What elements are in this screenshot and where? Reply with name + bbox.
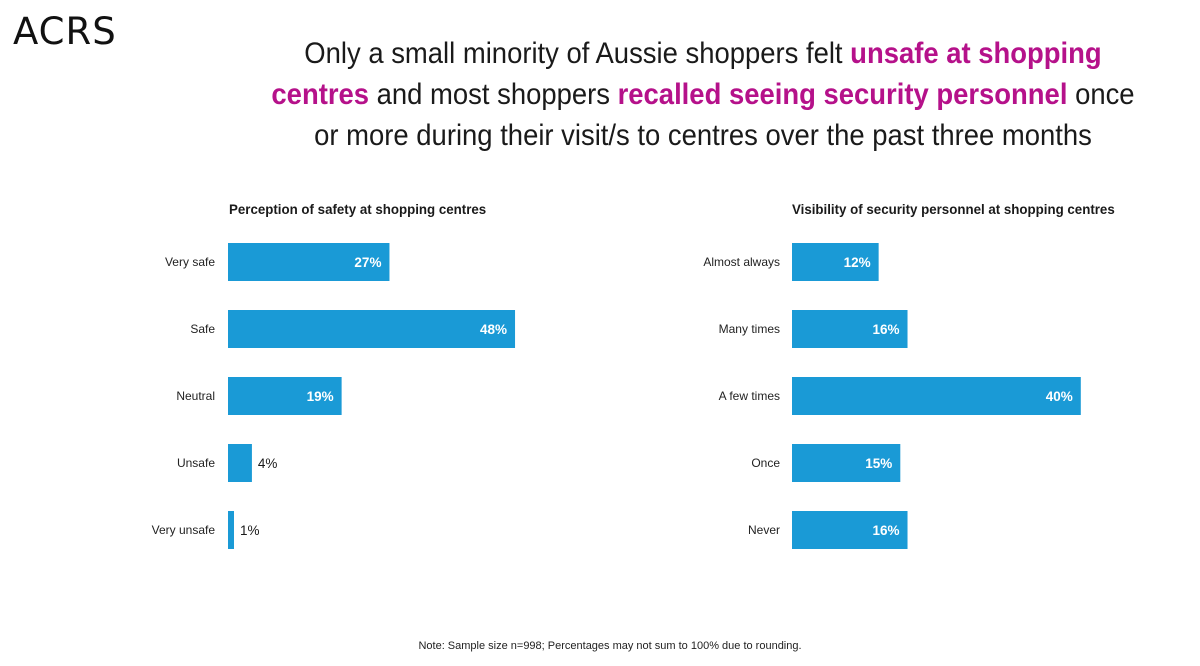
safety-value-label-unsafe: 4%	[258, 456, 278, 471]
visibility-category-label-almost-always: Almost always	[703, 255, 780, 269]
safety-value-label-neutral: 19%	[307, 389, 334, 404]
safety-bar-safe	[228, 310, 516, 348]
headline-highlight-security: recalled seeing security personnel	[617, 78, 1068, 111]
safety-category-label-safe: Safe	[190, 322, 215, 336]
safety-bar-unsafe	[228, 444, 252, 482]
safety-chart: Very safe 27% Safe 48% Neutral 19% Unsafe 4% Ver…	[152, 243, 516, 549]
headline-text-1: Only a small minority of Aussie shoppers…	[304, 37, 851, 70]
visibility-bar-never	[792, 511, 908, 549]
visibility-category-label-a-few-times: A few times	[719, 389, 780, 403]
headline: Only a small minority of Aussie shoppers…	[256, 33, 1151, 156]
visibility-bar-a-few-times	[792, 377, 1081, 415]
visibility-category-label-never: Never	[748, 523, 780, 537]
visibility-chart: Almost always 12% Many times 16% A few times…	[703, 243, 1081, 549]
safety-category-label-unsafe: Unsafe	[177, 456, 215, 470]
visibility-category-label-many-times: Many times	[719, 322, 780, 336]
acrs-logo: ACRS	[13, 10, 117, 53]
safety-value-label-very-unsafe: 1%	[240, 523, 260, 538]
visibility-category-label-once: Once	[751, 456, 780, 470]
visibility-bar-many-times	[792, 310, 908, 348]
safety-category-label-very-safe: Very safe	[165, 255, 215, 269]
visibility-bar-once	[792, 444, 901, 482]
safety-chart-title: Perception of safety at shopping centres	[229, 201, 487, 217]
visibility-bar-almost-always	[792, 243, 879, 281]
footnote: Note: Sample size n=998; Percentages may…	[418, 640, 802, 652]
safety-bar-very-unsafe	[228, 511, 234, 549]
safety-bar-neutral	[228, 377, 342, 415]
safety-bar-very-safe	[228, 243, 390, 281]
visibility-chart-title: Visibility of security personnel at shop…	[792, 201, 1115, 217]
visibility-value-label-never: 16%	[872, 523, 899, 538]
safety-category-label-neutral: Neutral	[176, 389, 215, 403]
visibility-value-label-almost-always: 12%	[844, 255, 871, 270]
visibility-value-label-a-few-times: 40%	[1046, 389, 1073, 404]
safety-value-label-safe: 48%	[480, 322, 507, 337]
headline-text-3: once or more during their visit/s to cen…	[314, 78, 1135, 152]
visibility-value-label-once: 15%	[865, 456, 892, 471]
safety-value-label-very-safe: 27%	[354, 255, 381, 270]
safety-category-label-very-unsafe: Very unsafe	[152, 523, 216, 537]
visibility-value-label-many-times: 16%	[872, 322, 899, 337]
headline-text-2: and most shoppers	[369, 78, 618, 111]
headline-highlight-unsafe: unsafe at shopping centres	[271, 37, 1102, 111]
